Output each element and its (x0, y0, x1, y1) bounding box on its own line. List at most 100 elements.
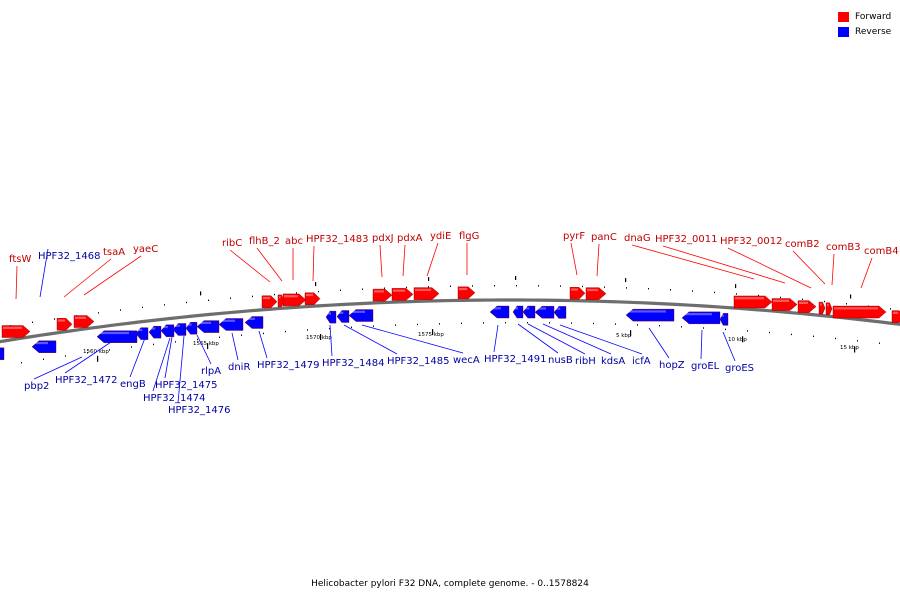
reverse-gene-arrow-shine (555, 307, 561, 310)
reverse-gene-label: kdsA (601, 356, 625, 367)
reverse-gene-label: groES (725, 363, 754, 374)
minor-tick-bottom (87, 352, 88, 354)
minor-tick-top (450, 285, 451, 287)
minor-tick-top (428, 286, 429, 288)
minor-tick-bottom (879, 342, 880, 344)
forward-gene-arrow (73, 315, 95, 328)
forward-gene-arrow-shine (735, 297, 764, 300)
minor-tick-top (626, 287, 627, 289)
scale-label: 1575 kbp (418, 332, 444, 338)
minor-tick-bottom (791, 333, 792, 336)
minor-tick-top (274, 293, 275, 296)
forward-gene-arrow-shine (773, 299, 789, 302)
forward-gene-label: comB3 (826, 242, 861, 253)
forward-gene-arrow-shine (459, 288, 468, 291)
reverse-gene-arrow (512, 305, 524, 319)
reverse-leader-line (39, 248, 49, 298)
scale-tick (207, 343, 209, 350)
minor-tick-bottom (285, 330, 286, 333)
forward-leader-line (402, 244, 406, 277)
minor-tick-bottom (439, 323, 440, 325)
reverse-gene-label: HPF32_1476 (168, 405, 230, 416)
reverse-gene-arrow (148, 325, 162, 339)
forward-gene-arrow (891, 310, 900, 323)
minor-tick-top (604, 286, 605, 288)
forward-gene-arrow-shine (415, 288, 431, 292)
minor-tick-bottom (241, 334, 242, 336)
scale-tick (742, 336, 744, 343)
reverse-gene-arrow-body (522, 305, 536, 319)
reverse-gene-arrow-body (489, 305, 510, 319)
minor-tick-bottom (725, 328, 726, 331)
minor-tick-top (384, 287, 385, 289)
reverse-gene-arrow-body (244, 316, 264, 329)
reverse-gene-arrow-shine (327, 312, 331, 315)
forward-gene-label: ydiE (430, 231, 451, 242)
forward-leader-line (63, 258, 112, 298)
minor-tick-top (32, 321, 33, 323)
reverse-gene-arrow-body (96, 330, 138, 343)
minor-tick-top (362, 288, 363, 290)
reverse-gene-arrow (625, 308, 675, 322)
forward-gene-arrow (372, 288, 393, 302)
reverse-gene-label: pbp2 (24, 381, 49, 392)
forward-gene-arrow-shine (587, 288, 598, 292)
forward-gene-arrow (282, 293, 307, 307)
reverse-gene-arrow (336, 310, 350, 323)
minor-tick-top (120, 309, 121, 311)
forward-leader-line (83, 255, 142, 296)
forward-gene-label: HPF32_0011 (655, 234, 717, 245)
major-tick-top (315, 282, 317, 287)
forward-gene-label: HPF32_1483 (306, 234, 368, 245)
minor-tick-bottom (615, 323, 616, 325)
reverse-gene-arrow-body (160, 324, 175, 337)
minor-tick-bottom (307, 329, 308, 331)
forward-gene-arrow (825, 302, 833, 315)
reverse-leader-line (527, 323, 586, 355)
forward-leader-line (312, 245, 315, 282)
minor-tick-bottom (461, 322, 462, 324)
reverse-leader-line (700, 329, 703, 360)
reverse-gene-arrow-shine (137, 328, 143, 332)
minor-tick-bottom (131, 346, 132, 348)
reverse-gene-arrow-shine (514, 307, 518, 310)
reverse-gene-arrow (0, 347, 5, 360)
forward-gene-arrow-shine (820, 303, 822, 306)
reverse-gene-arrow (522, 305, 536, 319)
scale-label: 5 kbp (616, 333, 632, 339)
minor-tick-bottom (417, 323, 418, 326)
scale-tick (854, 346, 856, 353)
scale-tick (97, 355, 99, 362)
reverse-gene-arrow-shine (33, 341, 48, 345)
minor-tick-top (824, 300, 825, 303)
reverse-labels: HPF32_1468 pbp2 HPF32_1472 engB HPF32_1475 HP… (24, 248, 754, 416)
forward-gene-arrow-shine (393, 289, 405, 292)
forward-gene-arrow-body (797, 300, 817, 313)
reverse-leader-line (33, 356, 83, 380)
reverse-gene-arrow-body (325, 310, 337, 324)
forward-gene-arrow (304, 292, 321, 305)
minor-tick-top (648, 288, 649, 290)
reverse-gene-label: engB (120, 379, 146, 390)
reverse-gene-arrow (196, 320, 220, 333)
minor-tick-bottom (43, 358, 44, 360)
minor-tick-bottom (835, 337, 836, 340)
minor-tick-bottom (527, 322, 528, 324)
forward-gene-label: pdxJ (372, 233, 394, 244)
forward-gene-label: ftsW (9, 254, 31, 265)
reverse-gene-arrow-shine (150, 327, 156, 330)
forward-gene-label: pdxA (397, 233, 423, 244)
reverse-gene-arrow (681, 311, 721, 325)
reverse-gene-arrow-shine (338, 311, 344, 314)
forward-gene-arrow-body (282, 293, 307, 307)
minor-tick-top (582, 285, 583, 288)
forward-leader-line (831, 253, 835, 286)
forward-leader-line (379, 244, 383, 278)
reverse-gene-label: HPF32_1475 (155, 380, 217, 391)
reverse-gene-label: rlpA (201, 366, 221, 377)
reverse-gene-label: groEL (691, 361, 720, 372)
minor-tick-top (538, 285, 539, 287)
forward-gene-arrow (1, 325, 31, 338)
reverse-leader-line (64, 337, 118, 374)
